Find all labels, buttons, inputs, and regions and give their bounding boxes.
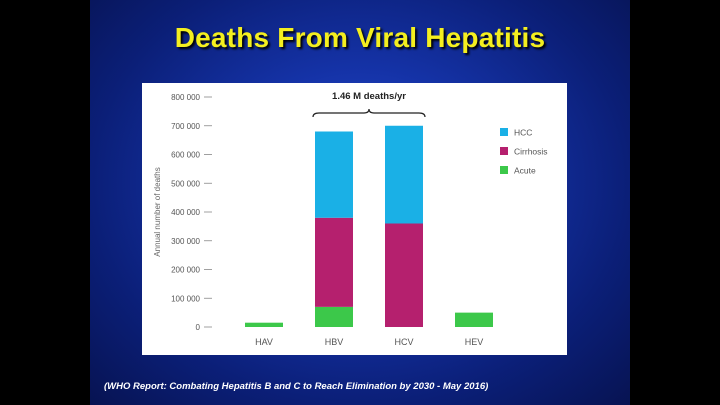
x-category-label: HEV [465, 337, 484, 347]
bar-hav-acute [245, 322, 283, 327]
y-tick-label: 600 000 [171, 151, 200, 160]
y-tick-label: 300 000 [171, 237, 200, 246]
legend-swatch-acute [500, 166, 508, 174]
annotation-label: 1.46 M deaths/yr [332, 91, 406, 102]
x-category-label: HBV [325, 337, 344, 347]
y-tick-label: 100 000 [171, 294, 200, 303]
x-category-label: HCV [394, 337, 413, 347]
x-category-label: HAV [255, 337, 273, 347]
legend-label-hcc: HCC [514, 128, 532, 138]
bar-hbv-hcc [315, 131, 353, 218]
y-tick-label: 200 000 [171, 266, 200, 275]
bar-hcv-hcc [385, 125, 423, 224]
bar-hbv-cirrhosis [315, 217, 353, 307]
y-tick-label: 800 000 [171, 93, 200, 102]
y-tick-label: 0 [196, 323, 201, 332]
y-axis-label: Annual number of deaths [153, 167, 162, 256]
slide-title: Deaths From Viral Hepatitis [174, 22, 546, 53]
legend-label-acute: Acute [514, 166, 536, 176]
legend-swatch-hcc [500, 128, 508, 136]
y-tick-label: 700 000 [171, 122, 200, 131]
bar-hev-acute [455, 312, 493, 327]
stacked-bar-chart: Annual number of deaths 0 100 000 200 000 30… [153, 91, 548, 347]
legend-swatch-cirrhosis [500, 147, 508, 155]
bar-hbv-acute [315, 306, 353, 327]
slide: Deaths From Viral Hepatitis Annual numbe… [90, 0, 630, 405]
bar-hcv-cirrhosis [385, 223, 423, 327]
legend-label-cirrhosis: Cirrhosis [514, 147, 548, 157]
y-tick-label: 400 000 [171, 208, 200, 217]
chart-panel: Annual number of deaths 0 100 000 200 000 30… [142, 83, 567, 355]
y-tick-label: 500 000 [171, 179, 200, 188]
source-footnote: (WHO Report: Combating Hepatitis B and C… [104, 381, 489, 392]
annotation-bracket [312, 108, 426, 118]
